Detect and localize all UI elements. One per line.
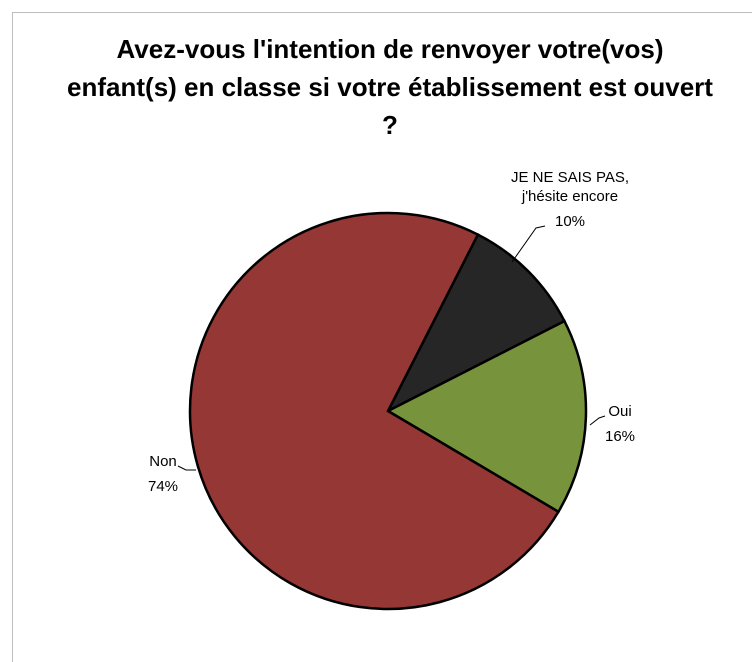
chart-title: Avez-vous l'intention de renvoyer votre(… [67, 34, 713, 140]
slice-value-label: 16% [605, 428, 635, 445]
pie-slice [385, 319, 588, 514]
slice-value-label: 74% [148, 478, 178, 495]
leader-line [589, 415, 606, 426]
slice-label: JE NE SAIS PAS, j'hésite encore [511, 169, 629, 205]
pie-slice [385, 232, 567, 414]
slice-label: Oui [608, 403, 631, 420]
leader-line [511, 225, 546, 263]
leader-line [177, 465, 196, 471]
slice-value-label: 10% [555, 213, 585, 230]
chart-frame [12, 12, 752, 662]
slice-label: Non [149, 453, 177, 470]
pie-slice [188, 211, 561, 611]
